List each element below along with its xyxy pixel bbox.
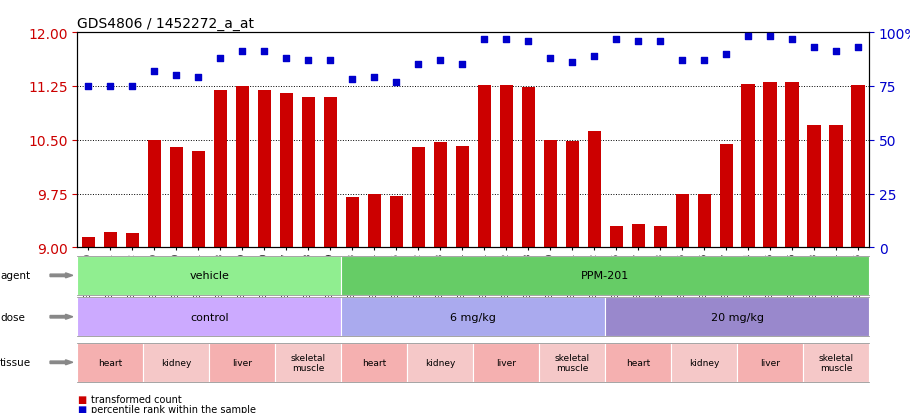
- Text: vehicle: vehicle: [189, 271, 229, 281]
- Point: [697, 58, 712, 64]
- Text: heart: heart: [626, 358, 651, 367]
- Bar: [478, 85, 490, 248]
- Text: transformed count: transformed count: [91, 394, 182, 404]
- Bar: [763, 83, 776, 248]
- Text: kidney: kidney: [161, 358, 191, 367]
- Text: kidney: kidney: [425, 358, 455, 367]
- Text: skeletal
muscle: skeletal muscle: [554, 353, 590, 372]
- Point: [763, 34, 777, 40]
- Bar: [236, 87, 248, 248]
- Point: [521, 38, 535, 45]
- Bar: [258, 90, 271, 248]
- Point: [301, 58, 316, 64]
- Text: ■: ■: [77, 394, 86, 404]
- Bar: [192, 151, 205, 248]
- Point: [741, 34, 755, 40]
- Bar: [324, 97, 337, 248]
- Bar: [411, 147, 425, 248]
- Point: [103, 83, 117, 90]
- Text: ■: ■: [77, 404, 86, 413]
- Bar: [565, 142, 579, 248]
- Point: [851, 45, 865, 51]
- Point: [675, 58, 690, 64]
- Text: GDS4806 / 1452272_a_at: GDS4806 / 1452272_a_at: [77, 17, 255, 31]
- Text: liver: liver: [496, 358, 516, 367]
- Text: agent: agent: [0, 271, 30, 281]
- Text: 6 mg/kg: 6 mg/kg: [450, 312, 496, 322]
- Bar: [126, 233, 139, 248]
- Point: [389, 79, 403, 86]
- Point: [565, 60, 580, 66]
- Bar: [389, 196, 403, 248]
- Point: [147, 69, 162, 75]
- Point: [235, 49, 249, 56]
- Text: percentile rank within the sample: percentile rank within the sample: [91, 404, 256, 413]
- Point: [433, 58, 448, 64]
- Point: [257, 49, 271, 56]
- Point: [719, 51, 733, 58]
- Bar: [169, 147, 183, 248]
- Bar: [675, 194, 689, 248]
- Bar: [543, 140, 557, 248]
- Bar: [301, 97, 315, 248]
- Bar: [588, 132, 601, 248]
- Point: [807, 45, 822, 51]
- Bar: [742, 85, 754, 248]
- Text: 20 mg/kg: 20 mg/kg: [711, 312, 763, 322]
- Bar: [697, 194, 711, 248]
- Point: [81, 83, 96, 90]
- Text: heart: heart: [98, 358, 123, 367]
- Bar: [147, 140, 161, 248]
- Bar: [720, 145, 733, 248]
- Point: [829, 49, 844, 56]
- Bar: [456, 146, 469, 248]
- Bar: [610, 226, 622, 248]
- Text: control: control: [190, 312, 228, 322]
- Bar: [852, 85, 864, 248]
- Point: [455, 62, 470, 69]
- Bar: [829, 126, 843, 248]
- Bar: [82, 237, 95, 248]
- Point: [191, 75, 206, 81]
- Point: [499, 36, 513, 43]
- Point: [279, 55, 294, 62]
- Text: liver: liver: [232, 358, 252, 367]
- Point: [631, 38, 645, 45]
- Point: [125, 83, 139, 90]
- Bar: [346, 198, 359, 248]
- Point: [169, 73, 184, 79]
- Point: [609, 36, 623, 43]
- Text: dose: dose: [0, 312, 25, 322]
- Point: [411, 62, 426, 69]
- Point: [543, 55, 558, 62]
- Text: heart: heart: [362, 358, 387, 367]
- Point: [323, 58, 338, 64]
- Point: [587, 53, 602, 60]
- Text: PPM-201: PPM-201: [581, 271, 630, 281]
- Bar: [807, 126, 821, 248]
- Bar: [632, 225, 644, 248]
- Text: kidney: kidney: [689, 358, 719, 367]
- Bar: [368, 194, 380, 248]
- Bar: [104, 232, 116, 248]
- Bar: [653, 226, 667, 248]
- Bar: [521, 88, 535, 248]
- Text: skeletal
muscle: skeletal muscle: [818, 353, 854, 372]
- Text: liver: liver: [760, 358, 780, 367]
- Point: [367, 75, 381, 81]
- Point: [345, 77, 359, 83]
- Point: [477, 36, 491, 43]
- Point: [213, 55, 228, 62]
- Bar: [785, 83, 799, 248]
- Text: tissue: tissue: [0, 357, 31, 368]
- Point: [652, 38, 667, 45]
- Bar: [214, 90, 227, 248]
- Bar: [279, 94, 293, 248]
- Bar: [433, 142, 447, 248]
- Text: skeletal
muscle: skeletal muscle: [290, 353, 326, 372]
- Point: [784, 36, 799, 43]
- Bar: [500, 85, 512, 248]
